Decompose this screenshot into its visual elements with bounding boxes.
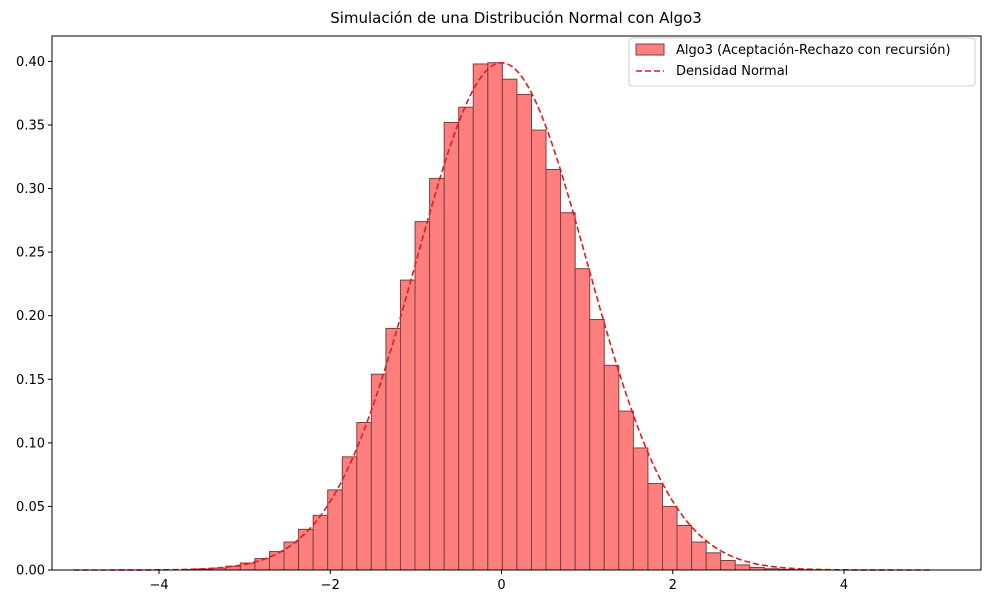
histogram-bar <box>589 319 605 571</box>
histogram-bar <box>298 528 314 571</box>
y-tick-label: 0.25 <box>16 246 45 261</box>
y-tick-label: 0.40 <box>16 55 45 70</box>
histogram-bar <box>632 447 649 571</box>
histogram-bar <box>560 212 576 571</box>
histogram-bar <box>429 177 445 571</box>
histogram-bar <box>516 93 532 571</box>
histogram-bar <box>414 221 431 571</box>
plot-area <box>73 61 930 571</box>
histogram-bar <box>720 559 736 571</box>
axes-frame <box>51 35 982 571</box>
legend-label-density: Densidad Normal <box>676 64 788 79</box>
x-tick-label: 0 <box>497 578 505 593</box>
histogram-bar <box>574 268 591 571</box>
histogram-bar <box>487 62 503 571</box>
legend: Algo3 (Aceptación-Rechazo con recursión)… <box>628 37 976 87</box>
legend-label-histogram: Algo3 (Aceptación-Rechazo con recursión) <box>676 43 951 58</box>
histogram-bar <box>603 364 620 571</box>
histogram-bar <box>676 525 693 571</box>
y-tick-label: 0.05 <box>16 500 45 515</box>
y-tick-label: 0.00 <box>16 564 45 579</box>
histogram-bar <box>545 169 562 571</box>
histogram-bar <box>443 121 460 571</box>
histogram-bar <box>472 63 489 571</box>
histogram-bar <box>734 564 751 571</box>
histogram-bar <box>647 483 663 571</box>
x-tick-label: 4 <box>840 578 848 593</box>
y-tick-label: 0.20 <box>16 309 45 324</box>
legend-swatch-histogram <box>635 43 665 56</box>
histogram-bar <box>399 279 416 571</box>
axes: −4 −2 0 2 4 0.00 0.05 0.10 0.15 0.20 0.25 0.30 0.35 0… <box>16 35 982 593</box>
x-tick-label: −2 <box>321 578 340 593</box>
y-tick-label: 0.10 <box>16 436 45 451</box>
histogram-bar <box>618 410 634 571</box>
histogram-bar <box>458 106 474 571</box>
x-tick-label: −4 <box>149 578 168 593</box>
histogram-bar <box>691 541 707 571</box>
legend-box <box>628 37 976 87</box>
y-tick-label: 0.15 <box>16 373 45 388</box>
y-tick-label: 0.35 <box>16 119 45 134</box>
histogram-bar <box>661 505 678 571</box>
histogram-bar <box>501 78 518 571</box>
chart-title: Simulación de una Distribución Normal co… <box>330 9 702 27</box>
x-tick-label: 2 <box>669 578 677 593</box>
histogram-bar <box>530 129 547 571</box>
y-tick-label: 0.30 <box>16 182 45 197</box>
histogram-bar <box>283 541 300 571</box>
histogram-bar <box>341 456 358 571</box>
histogram-bar <box>385 327 401 571</box>
density-curve <box>73 61 930 571</box>
histogram-bar <box>268 551 285 571</box>
histogram-bar <box>705 552 722 571</box>
